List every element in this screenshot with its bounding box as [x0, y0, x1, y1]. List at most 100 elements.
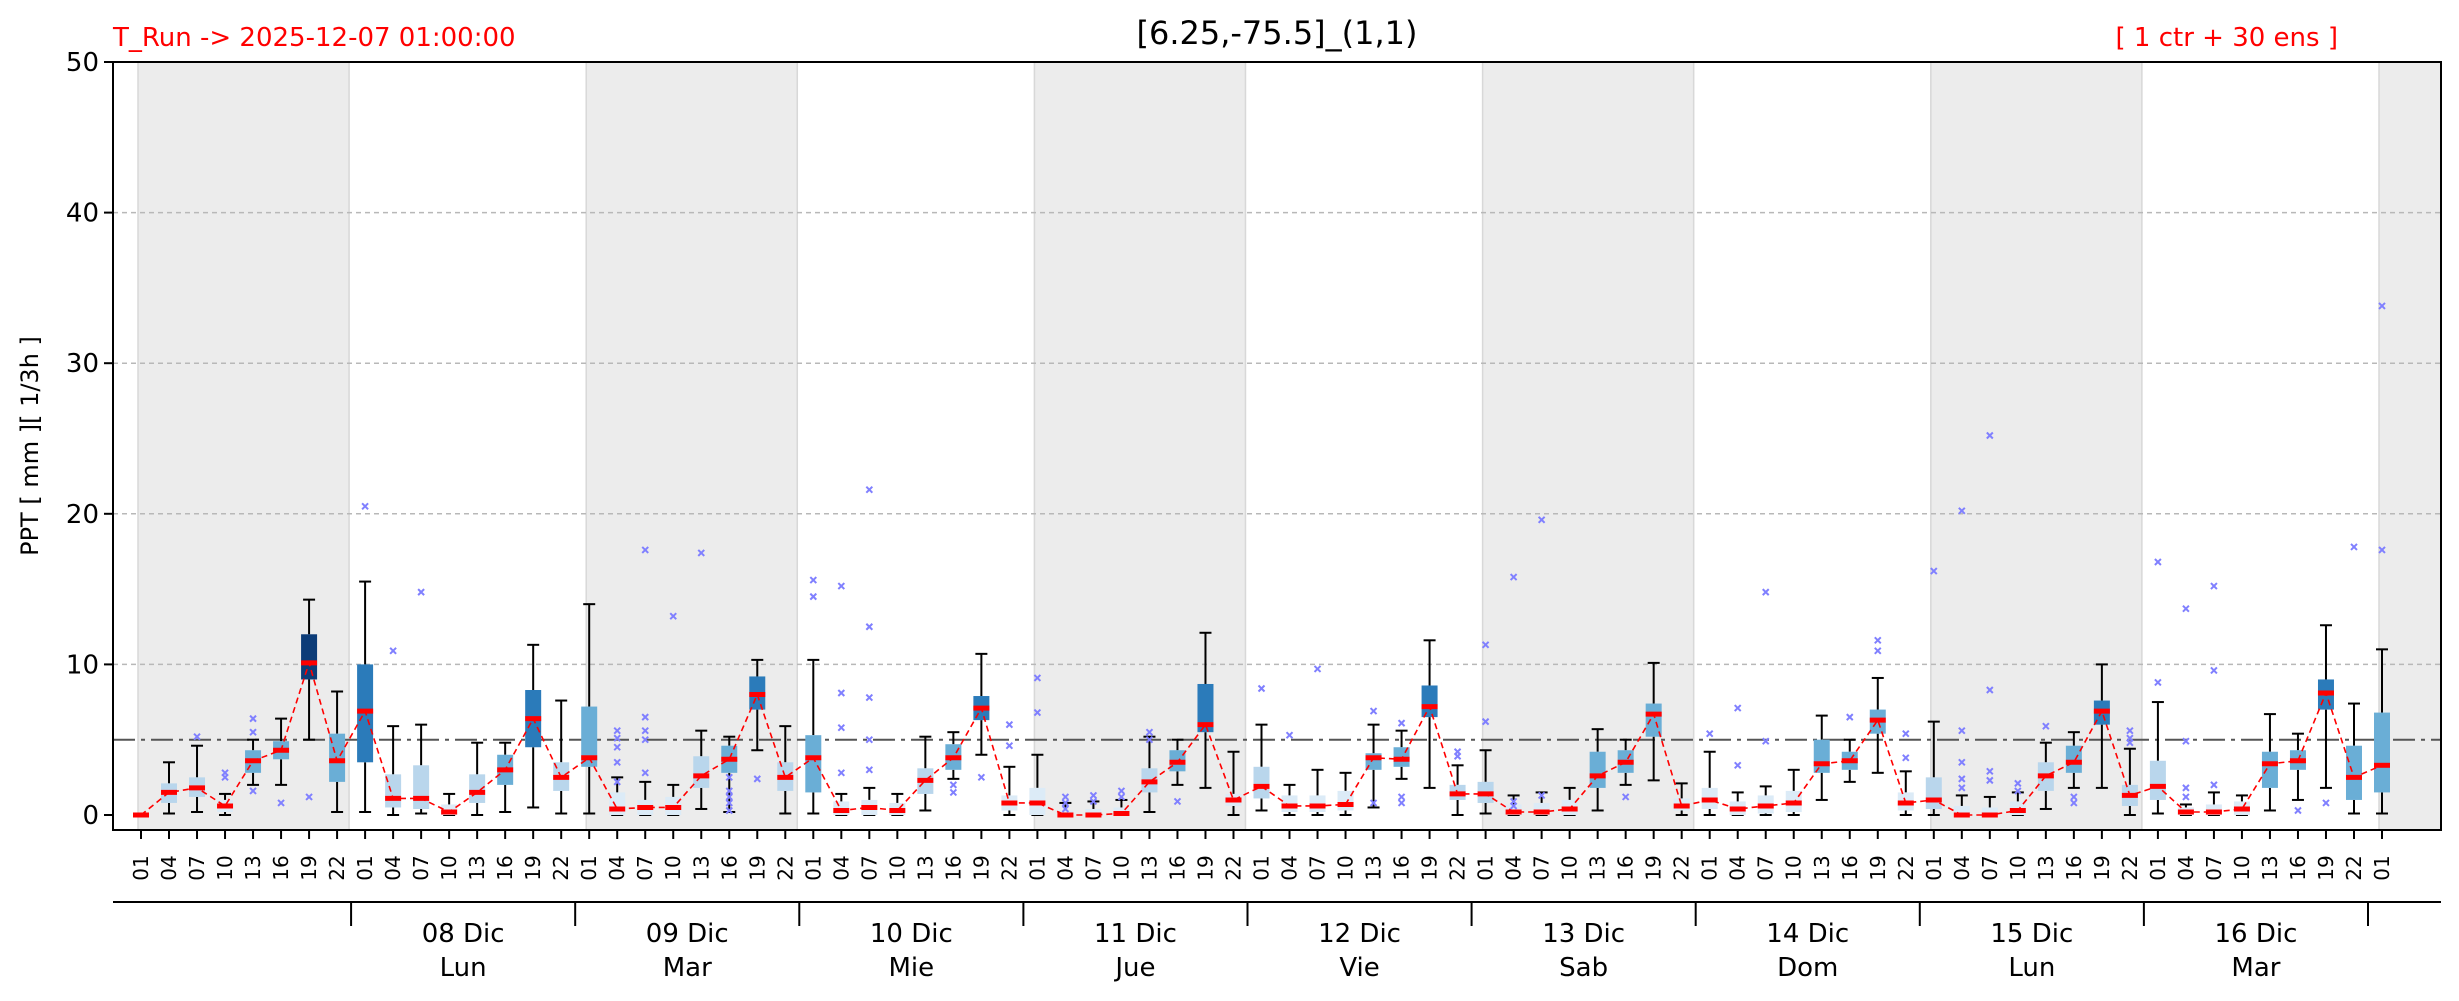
outlier-point — [1061, 793, 1070, 801]
run-label: T_Run -> 2025-12-07 01:00:00 — [112, 23, 516, 53]
x-hour-label: 22 — [325, 855, 349, 880]
outlier-point — [1089, 797, 1098, 806]
outlier-point — [2126, 726, 2134, 735]
outlier-point — [1117, 787, 1126, 795]
x-hour-label: 07 — [1081, 855, 1105, 880]
x-hour-label: 10 — [2006, 855, 2030, 880]
day-weekday-label: Mar — [663, 953, 712, 983]
outlier-point — [1958, 726, 1966, 735]
box-iqr — [413, 765, 430, 809]
x-hour-label: 13 — [1362, 855, 1386, 880]
x-hour-label: 01 — [1698, 855, 1722, 880]
y-tick-label: 10 — [66, 650, 99, 680]
outlier-point — [249, 728, 257, 736]
day-weekday-label: Vie — [1339, 953, 1379, 983]
x-hour-label: 19 — [1866, 855, 1890, 880]
outlier-point — [809, 592, 818, 601]
x-hour-label: 10 — [437, 855, 461, 880]
night-band — [138, 62, 350, 830]
box-iqr — [2065, 745, 2082, 773]
outlier-point — [865, 623, 874, 631]
night-band — [586, 62, 798, 830]
x-hour-label: 07 — [1306, 855, 1330, 880]
outlier-point — [2014, 787, 2022, 795]
outlier-point — [1902, 729, 1910, 738]
outlier-point — [2350, 543, 2358, 551]
outlier-point — [2294, 806, 2302, 815]
outlier-point — [1958, 784, 1966, 792]
box-58 — [1757, 588, 1774, 816]
outlier-point — [1369, 799, 1378, 807]
box-21 — [721, 735, 738, 815]
y-axis-label: PPT [ mm ][ 1/3h ] — [16, 336, 44, 556]
day-weekday-label: Sab — [1559, 953, 1608, 983]
x-hour-label: 16 — [1390, 855, 1414, 880]
control-run-line — [140, 660, 2383, 816]
x-hour-label: 04 — [1726, 855, 1750, 880]
outlier-point — [1958, 758, 1966, 766]
outlier-point — [837, 689, 846, 697]
x-hour-label: 19 — [1418, 855, 1442, 880]
outlier-point — [2182, 793, 2190, 801]
x-hour-label: 01 — [801, 855, 825, 880]
x-hour-label: 13 — [465, 855, 489, 880]
outlier-point — [193, 732, 201, 741]
box-iqr — [805, 735, 822, 793]
box-23 — [777, 725, 794, 815]
box-iqr — [1421, 685, 1438, 718]
day-date-label: 09 Dic — [646, 919, 729, 949]
box-62 — [1869, 636, 1886, 774]
x-hour-label: 07 — [1754, 855, 1778, 880]
outlier-point — [2182, 737, 2190, 745]
x-hour-label: 22 — [2118, 855, 2142, 880]
outlier-point — [1986, 776, 1994, 785]
x-hour-label: 19 — [1193, 855, 1217, 880]
box-60 — [1813, 714, 1830, 801]
x-hour-label: 13 — [1586, 855, 1610, 880]
day-weekday-label: Mie — [889, 953, 935, 983]
y-tick-label: 50 — [66, 48, 99, 78]
x-hour-label: 01 — [2146, 855, 2170, 880]
outlier-point — [2070, 799, 2078, 807]
x-hour-label: 22 — [773, 855, 797, 880]
outlier-point — [1397, 719, 1406, 727]
box-41 — [1281, 731, 1298, 816]
outlier-point — [2210, 781, 2218, 789]
day-weekday-label: Lun — [440, 953, 487, 983]
x-hour-label: 10 — [2230, 855, 2254, 880]
chart-title: [6.25,-75.5]_(1,1) — [1136, 14, 1417, 52]
outlier-point — [249, 714, 257, 723]
outlier-point — [2070, 793, 2078, 801]
outlier-point — [2182, 784, 2190, 792]
night-band — [1930, 62, 2142, 830]
outlier-point — [1537, 791, 1546, 800]
outlier-point — [1173, 797, 1182, 806]
x-hour-label: 13 — [1137, 855, 1161, 880]
day-date-label: 12 Dic — [1318, 919, 1401, 949]
outlier-point — [837, 769, 846, 777]
box-33 — [1057, 793, 1074, 818]
box-59 — [1785, 768, 1802, 816]
outlier-point — [1705, 729, 1714, 738]
box-79 — [2345, 543, 2362, 815]
outlier-point — [2014, 779, 2022, 788]
box-56 — [1701, 729, 1718, 816]
outlier-point — [1986, 431, 1994, 440]
x-hour-label: 10 — [1109, 855, 1133, 880]
outlier-point — [2042, 722, 2050, 730]
outlier-point — [1930, 567, 1938, 575]
x-hour-label: 01 — [353, 855, 377, 880]
outlier-point — [837, 723, 846, 732]
outlier-point — [249, 787, 257, 795]
day-date-label: 13 Dic — [1542, 919, 1625, 949]
outlier-point — [1033, 708, 1042, 717]
box-iqr — [609, 792, 626, 815]
box-iqr — [1953, 805, 1970, 815]
outlier-point — [1874, 647, 1882, 655]
outlier-point — [641, 735, 649, 744]
day-date-label: 08 Dic — [422, 919, 505, 949]
outlier-point — [809, 576, 818, 584]
box-78 — [2317, 624, 2334, 807]
box-72 — [2149, 558, 2166, 815]
outlier-point — [2378, 546, 2386, 554]
